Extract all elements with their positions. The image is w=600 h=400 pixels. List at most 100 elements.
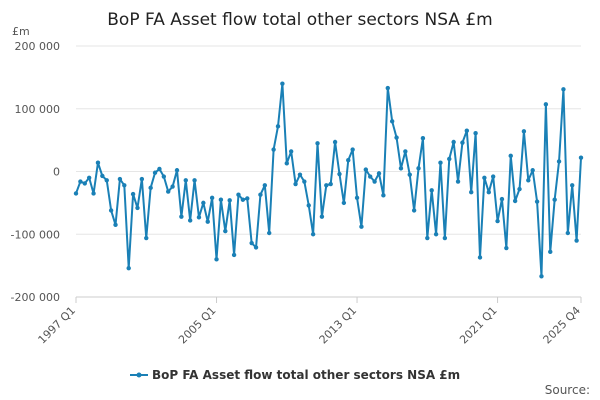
data-point: [223, 228, 228, 234]
data-point: [310, 232, 316, 237]
x-tick-label: 2025 Q4: [541, 304, 584, 347]
data-point: [179, 214, 184, 219]
data-point: [95, 160, 101, 165]
data-point: [187, 218, 193, 223]
data-point: [394, 135, 399, 140]
data-point: [324, 183, 329, 188]
data-point: [447, 156, 452, 162]
data-point: [284, 161, 289, 166]
data-point: [556, 159, 562, 164]
data-point: [346, 158, 351, 163]
data-point: [113, 222, 118, 228]
data-point: [249, 240, 254, 246]
data-point: [381, 193, 386, 198]
y-tick-label: 100 000: [15, 103, 61, 116]
y-unit-label: £m: [12, 25, 30, 38]
data-point: [442, 235, 448, 241]
data-point: [508, 153, 513, 159]
source-label: Source:: [545, 383, 590, 397]
data-point: [495, 218, 500, 224]
data-point: [486, 190, 491, 195]
data-point: [258, 192, 263, 197]
x-tick-label: 1997 Q1: [36, 304, 79, 347]
y-axis-ticks: 200 000 100 000 0 -100 000 -200 000: [11, 40, 60, 304]
data-point: [231, 252, 237, 258]
x-tick-label: 2021 Q1: [457, 304, 500, 347]
data-point: [280, 81, 285, 86]
data-point: [192, 178, 197, 183]
data-point: [82, 181, 87, 186]
data-point: [122, 183, 127, 188]
data-point: [117, 176, 123, 182]
data-point: [389, 119, 395, 124]
data-point: [91, 191, 96, 196]
data-point: [130, 191, 136, 197]
data-point: [359, 224, 364, 229]
data-point: [530, 168, 535, 173]
data-point: [337, 171, 342, 177]
data-point: [420, 136, 426, 141]
data-point: [166, 189, 171, 194]
data-point: [552, 197, 557, 202]
data-point: [543, 102, 549, 107]
legend[interactable]: BoP FA Asset flow total other sectors NS…: [130, 368, 460, 382]
data-point: [469, 190, 474, 195]
data-point: [148, 185, 153, 191]
data-point: [455, 179, 461, 184]
data-point: [429, 188, 434, 193]
data-point: [539, 274, 544, 279]
data-point: [416, 166, 421, 171]
data-point: [108, 208, 114, 213]
data-point: [473, 131, 478, 136]
y-tick-label: -100 000: [11, 228, 60, 241]
data-point: [411, 208, 417, 213]
data-point: [578, 155, 584, 160]
data-point: [152, 170, 158, 175]
data-point: [460, 140, 465, 145]
data-point: [526, 178, 531, 183]
data-point: [499, 196, 505, 202]
data-point: [302, 179, 307, 184]
data-point: [534, 199, 540, 204]
data-point: [403, 149, 408, 154]
data-point: [385, 85, 390, 91]
data-point: [214, 257, 219, 262]
data-point: [218, 197, 224, 202]
data-point: [464, 128, 470, 133]
gridlines: [76, 45, 581, 298]
data-point: [354, 195, 360, 201]
data-point: [350, 147, 355, 152]
data-point: [332, 139, 338, 145]
data-point: [297, 172, 303, 177]
data-point: [407, 172, 412, 177]
y-tick-label: -200 000: [11, 291, 60, 304]
data-point: [236, 192, 241, 197]
data-point: [565, 230, 571, 236]
data-point: [548, 249, 553, 255]
data-point: [170, 184, 175, 189]
data-point: [288, 149, 294, 154]
x-tick-label: 2013 Q1: [317, 304, 360, 347]
data-point: [262, 183, 268, 188]
data-point: [209, 195, 215, 201]
data-point: [363, 167, 369, 172]
data-point: [240, 197, 246, 202]
data-point: [512, 198, 518, 204]
data-point: [196, 215, 202, 220]
data-point: [477, 255, 483, 260]
data-point: [293, 181, 298, 187]
data-point: [183, 178, 188, 183]
data-point: [306, 203, 311, 208]
data-point: [341, 200, 347, 206]
data-point: [438, 160, 443, 165]
data-point: [139, 176, 145, 182]
data-point: [227, 198, 232, 203]
data-point: [86, 175, 92, 180]
data-point: [372, 179, 377, 184]
data-point: [376, 171, 382, 176]
data-point: [398, 166, 404, 171]
data-point: [267, 230, 272, 236]
data-point: [135, 205, 140, 211]
legend-series-label: BoP FA Asset flow total other sectors NS…: [152, 368, 460, 382]
